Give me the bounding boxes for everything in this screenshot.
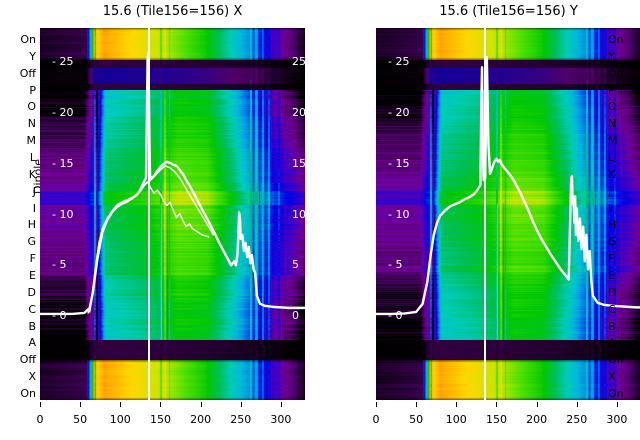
cursor-line[interactable]	[148, 28, 151, 400]
heatmap-strip-gap-dark-3	[376, 340, 640, 360]
x-axis-panel-y: 0 50 100 150 200 250 300	[372, 400, 640, 438]
panel-title-x: 15.6 (Tile156=156) X	[102, 4, 243, 19]
heatmap-strip-main-heatmap	[40, 90, 305, 340]
letter-tick-right-21: On	[608, 387, 624, 400]
letter-tick-left-0: On	[20, 33, 36, 46]
letter-tick-right-18: A	[608, 336, 616, 350]
letter-axis-right: On Y Off P O N M L K J I H G F E D C B A Off X On	[604, 28, 640, 400]
x-tick-label-x-100: 100	[109, 413, 131, 426]
x-tick-mark-y-200	[536, 402, 538, 407]
x-tick-mark-x-250	[240, 402, 242, 407]
heatmap-panel-y[interactable]	[376, 28, 640, 400]
x-tick-label-x-250: 250	[230, 413, 252, 426]
letter-tick-right-13: F	[608, 252, 615, 266]
letter-tick-left-9: J	[32, 184, 36, 198]
letter-tick-right-10: I	[608, 201, 612, 215]
letter-tick-left-17: B	[28, 319, 36, 333]
letter-tick-right-4: O	[608, 100, 617, 114]
panel-title-y: 15.6 (Tile156=156) Y	[439, 4, 578, 19]
x-tick-label-x-50: 50	[73, 413, 88, 426]
letter-tick-right-19: Off	[608, 353, 625, 367]
letter-tick-right-17: B	[608, 319, 616, 333]
x-tick-mark-x-100	[120, 402, 122, 407]
heatmap-strip-bottom-bright	[40, 360, 305, 400]
letter-tick-right-15: D	[608, 285, 617, 299]
heatmap-strip-dim-band-a	[40, 68, 305, 84]
letter-tick-right-12: G	[608, 235, 617, 249]
x-tick-label-y-250: 250	[566, 413, 588, 426]
letter-tick-right-0: On	[608, 33, 624, 46]
letter-tick-right-5: N	[608, 117, 617, 131]
x-tick-mark-x-0	[40, 402, 41, 407]
x-tick-mark-y-100	[456, 402, 458, 407]
x-tick-label-y-150: 150	[485, 413, 507, 426]
x-tick-label-y-300: 300	[606, 413, 628, 426]
letter-tick-left-7: L	[29, 151, 36, 164]
heatmap-strip-gap-dark-3	[40, 340, 305, 360]
heatmap-strip-dim-band-a	[376, 68, 640, 84]
letter-tick-left-11: H	[27, 218, 36, 232]
letter-tick-right-11: H	[608, 218, 617, 232]
x-tick-mark-x-200	[200, 402, 202, 407]
heatmap-strip-top-bright-band	[40, 28, 305, 60]
letter-tick-left-19: Off	[19, 353, 36, 367]
letter-tick-left-3: P	[29, 83, 36, 97]
letter-tick-right-3: P	[608, 83, 615, 97]
letter-tick-left-2: Off	[19, 66, 36, 80]
letter-tick-left-12: G	[27, 235, 36, 249]
x-tick-label-x-0: 0	[36, 413, 44, 426]
heatmap-panel-x[interactable]	[40, 28, 305, 400]
letter-tick-left-21: On	[20, 387, 36, 400]
letter-axis-left: On Y Off P O N M L K J I H G F E D C B A Off X On	[2, 28, 38, 400]
letter-tick-left-10: I	[32, 201, 36, 215]
x-tick-mark-x-50	[80, 402, 82, 407]
letter-tick-left-5: N	[27, 117, 36, 131]
letter-tick-left-1: Y	[29, 49, 36, 63]
letter-tick-left-15: D	[27, 285, 36, 299]
letter-tick-left-18: A	[28, 336, 36, 350]
x-tick-mark-y-50	[416, 402, 418, 407]
x-tick-mark-y-150	[496, 402, 498, 407]
x-tick-label-y-200: 200	[526, 413, 548, 426]
x-tick-mark-y-0	[376, 402, 377, 407]
x-tick-mark-x-150	[160, 402, 162, 407]
x-tick-mark-x-300	[280, 402, 282, 407]
letter-tick-right-14: E	[608, 269, 615, 282]
x-tick-mark-y-300	[616, 402, 618, 407]
letter-tick-left-13: F	[29, 252, 36, 266]
letter-tick-left-8: K	[28, 167, 36, 181]
heatmap-strip-gap-dark-1	[40, 60, 305, 68]
letter-tick-right-7: L	[608, 151, 615, 164]
letter-tick-right-2: Off	[608, 66, 625, 80]
letter-tick-left-14: E	[29, 269, 36, 282]
heatmap-strip-top-bright-band	[376, 28, 640, 60]
letter-tick-left-6: M	[26, 134, 37, 148]
letter-tick-right-1: Y	[608, 49, 615, 63]
x-axis-panel-x: 0 50 100 150 200 250 300	[36, 400, 305, 438]
letter-tick-right-6: M	[608, 134, 618, 148]
cursor-line[interactable]	[484, 28, 487, 400]
heatmap-strip-main-heatmap	[376, 90, 640, 340]
letter-tick-right-9: J	[608, 184, 612, 198]
letter-tick-left-20: X	[28, 370, 36, 384]
letter-tick-right-20: X	[608, 370, 616, 384]
x-tick-label-y-100: 100	[445, 413, 467, 426]
x-tick-label-x-150: 150	[149, 413, 171, 426]
heatmap-strip-bottom-bright	[376, 360, 640, 400]
x-tick-label-x-200: 200	[190, 413, 212, 426]
x-tick-label-y-50: 50	[409, 413, 424, 426]
letter-tick-right-16: C	[608, 302, 616, 316]
letter-tick-left-16: C	[28, 302, 36, 316]
x-tick-label-y-0: 0	[372, 413, 380, 426]
x-tick-mark-y-250	[576, 402, 578, 407]
heatmap-strip-gap-dark-1	[376, 60, 640, 68]
letter-tick-left-4: O	[27, 100, 36, 114]
x-tick-label-x-300: 300	[270, 413, 292, 426]
letter-tick-right-8: K	[608, 167, 616, 181]
